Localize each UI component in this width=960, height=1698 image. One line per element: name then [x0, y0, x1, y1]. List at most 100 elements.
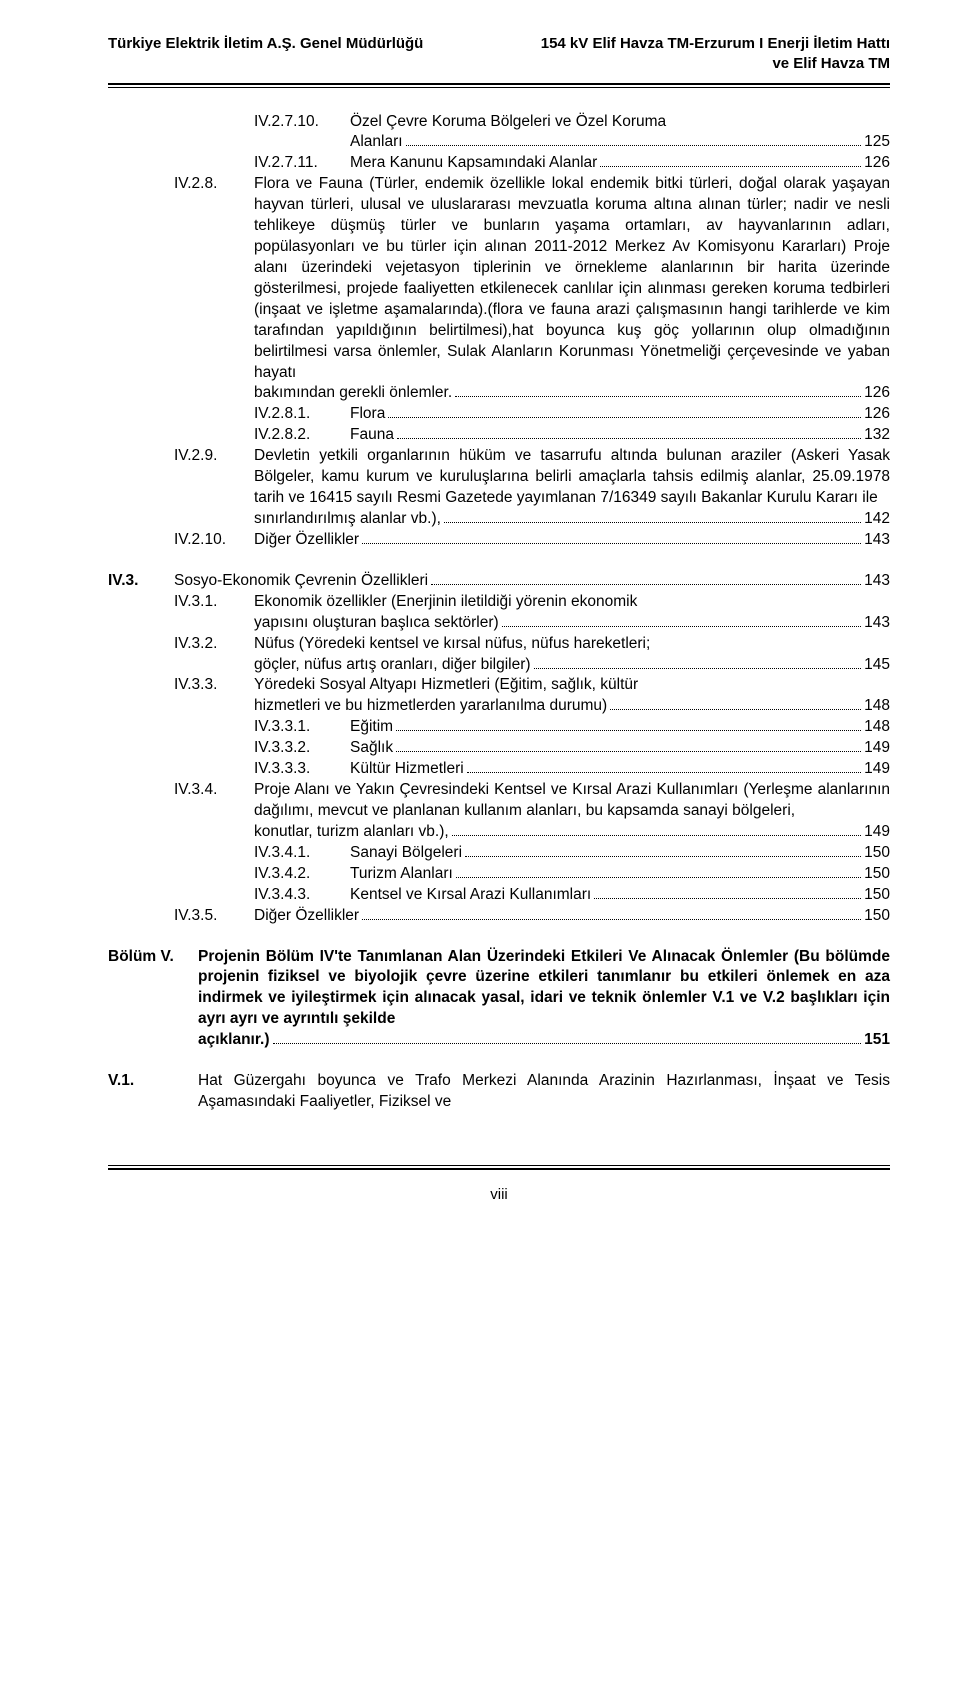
entry-bolum-v-last: açıklanır.) 151: [108, 1030, 890, 1051]
toc-text: Proje Alanı ve Yakın Çevresindeki Kentse…: [254, 780, 890, 822]
leader: [534, 668, 862, 669]
toc-text-last: Diğer Özellikler: [254, 530, 359, 551]
leader: [406, 145, 862, 146]
toc-number: IV.3.3.1.: [254, 717, 350, 738]
toc-text-last: Alanları: [350, 132, 403, 153]
toc-number: IV.3.4.1.: [254, 843, 350, 864]
toc-page: 148: [864, 717, 890, 738]
toc-page: 149: [864, 822, 890, 843]
toc-page: 149: [864, 759, 890, 780]
leader: [600, 166, 861, 167]
toc-number: IV.3.4.3.: [254, 885, 350, 906]
toc-number: IV.2.7.11.: [254, 153, 350, 174]
toc-page: 142: [864, 509, 890, 530]
entry-v1: V.1. Hat Güzergahı boyunca ve Trafo Merk…: [108, 1071, 890, 1113]
entry-iv2711: IV.2.7.11. Mera Kanunu Kapsamındaki Alan…: [174, 153, 890, 174]
toc-number: IV.2.8.1.: [254, 404, 350, 425]
toc-number: IV.3.3.3.: [254, 759, 350, 780]
toc-page: 151: [864, 1030, 890, 1051]
toc-page: 145: [864, 655, 890, 676]
toc-page: 126: [864, 383, 890, 404]
entry-bolum-v: Bölüm V. Projenin Bölüm IV'te Tanımlanan…: [108, 947, 890, 1031]
entry-iv33: IV.3.3. Yöredeki Sosyal Altyapı Hizmetle…: [174, 675, 890, 717]
header-left: Türkiye Elektrik İletim A.Ş. Genel Müdür…: [108, 34, 423, 54]
page-header: Türkiye Elektrik İletim A.Ş. Genel Müdür…: [108, 34, 890, 81]
entry-iv35: IV.3.5. Diğer Özellikler 150: [174, 906, 890, 927]
page-number: viii: [108, 1186, 890, 1203]
leader: [610, 709, 861, 710]
header-right-line1: 154 kV Elif Havza TM-Erzurum I Enerji İl…: [541, 34, 890, 54]
toc-text-last: göçler, nüfus artış oranları, diğer bilg…: [254, 655, 531, 676]
header-right-line2: ve Elif Havza TM: [541, 54, 890, 74]
toc-content: IV.2.7.10. Özel Çevre Koruma Bölgeleri v…: [108, 112, 890, 1113]
leader: [397, 438, 861, 439]
toc-page: 126: [864, 153, 890, 174]
toc-text: Flora ve Fauna (Türler, endemik özellikl…: [254, 174, 890, 383]
toc-page: 125: [864, 132, 890, 153]
toc-text-last: Turizm Alanları: [350, 864, 453, 885]
toc-text: Nüfus (Yöredeki kentsel ve kırsal nüfus,…: [254, 634, 890, 655]
toc-page: 148: [864, 696, 890, 717]
toc-text-last: Mera Kanunu Kapsamındaki Alanlar: [350, 153, 597, 174]
toc-number: IV.2.8.2.: [254, 425, 350, 446]
toc-number: IV.2.7.10.: [254, 112, 350, 133]
leader: [362, 919, 861, 920]
entry-iv34: IV.3.4. Proje Alanı ve Yakın Çevresindek…: [174, 780, 890, 843]
toc-number: IV.2.8.: [174, 174, 254, 383]
entry-iv3: IV.3. Sosyo-Ekonomik Çevrenin Özellikler…: [108, 571, 890, 592]
entry-iv210: IV.2.10. Diğer Özellikler 143: [174, 530, 890, 551]
toc-text-last: Diğer Özellikler: [254, 906, 359, 927]
entry-iv341: IV.3.4.1. Sanayi Bölgeleri 150: [174, 843, 890, 864]
toc-page: 150: [864, 906, 890, 927]
toc-text-last: Flora: [350, 404, 385, 425]
toc-page: 143: [864, 613, 890, 634]
entry-iv342: IV.3.4.2. Turizm Alanları 150: [174, 864, 890, 885]
toc-text-last: Sanayi Bölgeleri: [350, 843, 462, 864]
toc-page: 143: [864, 571, 890, 592]
toc-number: V.1.: [108, 1071, 198, 1113]
leader: [388, 417, 861, 418]
toc-text: Projenin Bölüm IV'te Tanımlanan Alan Üze…: [198, 947, 890, 1031]
toc-page: 150: [864, 843, 890, 864]
entry-iv32: IV.3.2. Nüfus (Yöredeki kentsel ve kırsa…: [174, 634, 890, 676]
toc-text: Yöredeki Sosyal Altyapı Hizmetleri (Eğit…: [254, 675, 890, 696]
leader: [396, 730, 861, 731]
toc-text: Özel Çevre Koruma Bölgeleri ve Özel Koru…: [350, 112, 890, 133]
toc-number: Bölüm V.: [108, 947, 198, 1031]
header-rule-top: [108, 83, 890, 85]
leader: [502, 626, 861, 627]
entry-iv332: IV.3.3.2. Sağlık 149: [174, 738, 890, 759]
toc-number: IV.3.5.: [174, 906, 254, 927]
entry-iv2710: IV.2.7.10. Özel Çevre Koruma Bölgeleri v…: [174, 112, 890, 154]
toc-text: Ekonomik özellikler (Enerjinin iletildiğ…: [254, 592, 890, 613]
toc-text-last: bakımından gerekli önlemler.: [254, 383, 452, 404]
toc-page: 143: [864, 530, 890, 551]
toc-number: IV.3.4.: [174, 780, 254, 822]
leader: [362, 543, 861, 544]
leader: [456, 877, 861, 878]
toc-number: IV.3.: [108, 571, 174, 592]
footer-rule-bottom: [108, 1168, 890, 1170]
page: Türkiye Elektrik İletim A.Ş. Genel Müdür…: [0, 0, 960, 1253]
leader: [452, 835, 861, 836]
toc-page: 149: [864, 738, 890, 759]
leader: [467, 772, 861, 773]
toc-number: IV.3.2.: [174, 634, 254, 655]
toc-number: IV.2.9.: [174, 446, 254, 509]
entry-iv31: IV.3.1. Ekonomik özellikler (Enerjinin i…: [174, 592, 890, 634]
leader: [465, 856, 861, 857]
entry-iv281: IV.2.8.1. Flora 126: [174, 404, 890, 425]
leader: [431, 584, 861, 585]
entry-iv343: IV.3.4.3. Kentsel ve Kırsal Arazi Kullan…: [174, 885, 890, 906]
toc-text-last: açıklanır.): [198, 1030, 270, 1051]
leader: [444, 522, 861, 523]
toc-text-last: Sosyo-Ekonomik Çevrenin Özellikleri: [174, 571, 428, 592]
toc-number: IV.3.3.: [174, 675, 254, 696]
entry-iv29: IV.2.9. Devletin yetkili organlarının hü…: [174, 446, 890, 530]
toc-number: IV.3.1.: [174, 592, 254, 613]
toc-text-last: sınırlandırılmış alanlar vb.),: [254, 509, 441, 530]
header-right: 154 kV Elif Havza TM-Erzurum I Enerji İl…: [541, 34, 890, 75]
leader: [273, 1043, 862, 1044]
toc-text-last: hizmetleri ve bu hizmetlerden yararlanıl…: [254, 696, 607, 717]
leader: [455, 396, 861, 397]
